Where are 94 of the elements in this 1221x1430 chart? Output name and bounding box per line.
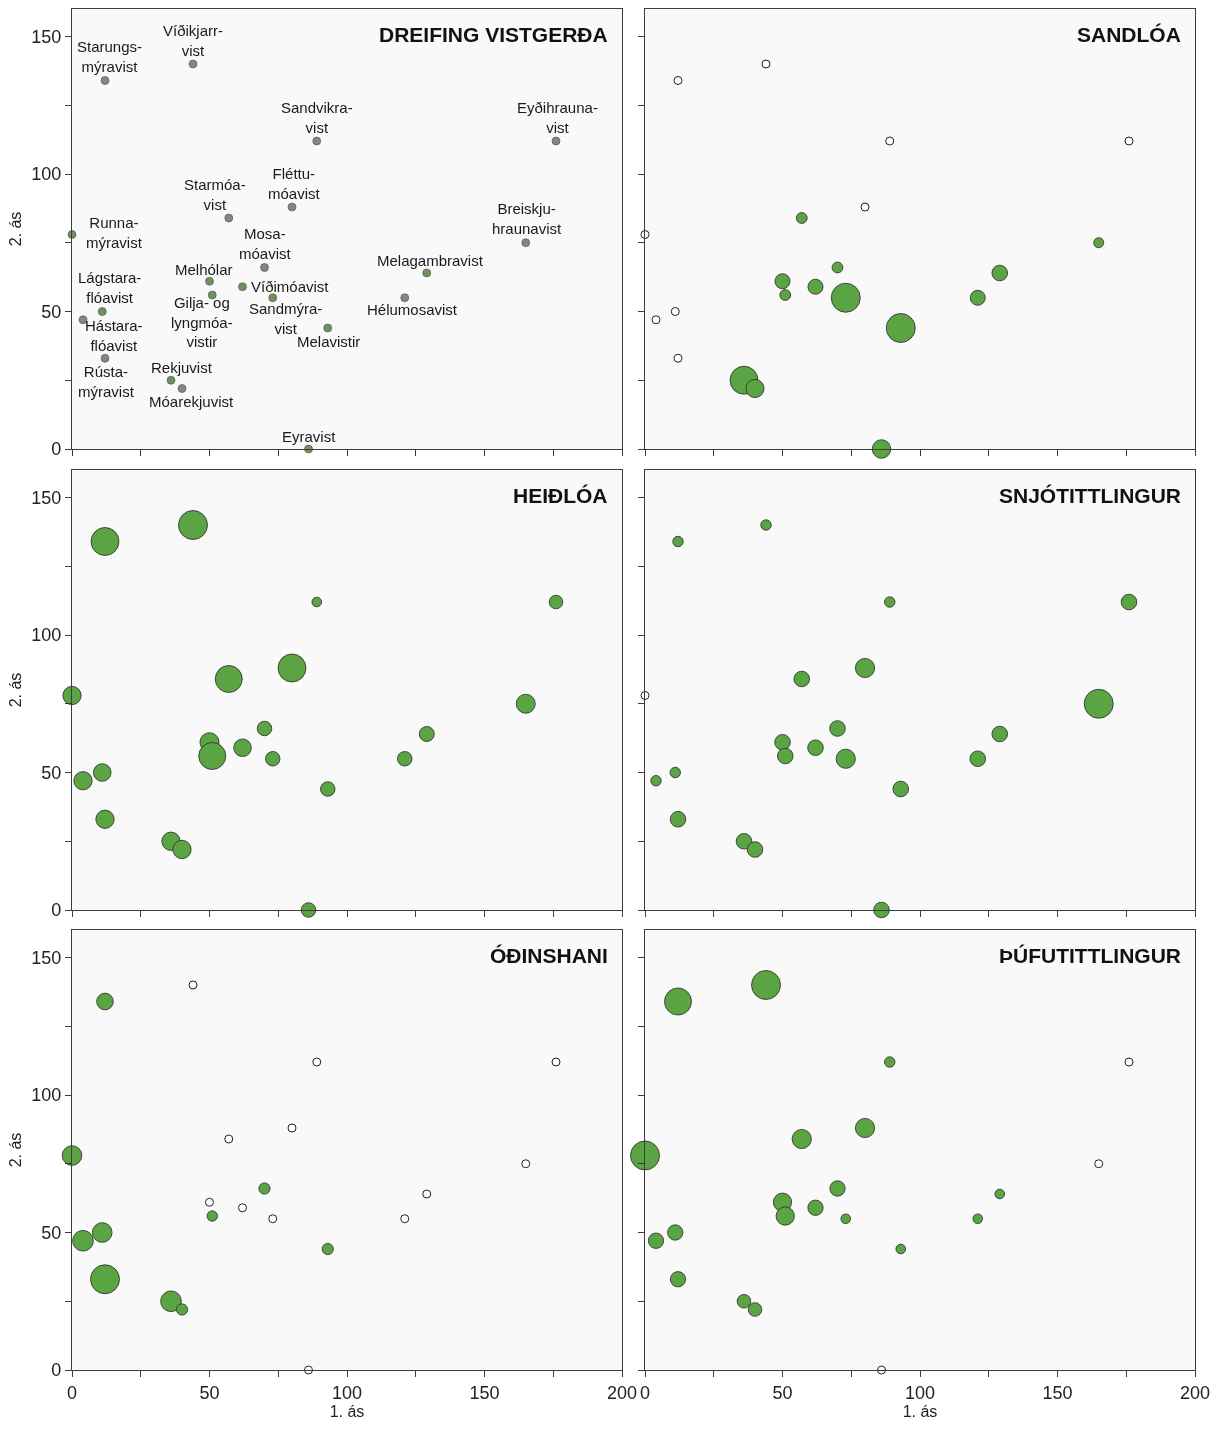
point	[422, 1189, 432, 1199]
y-tick-label: 100	[31, 1085, 62, 1106]
x-tick-label: 50	[772, 1382, 793, 1403]
point	[100, 353, 110, 363]
x-tick-label: 50	[199, 1382, 220, 1403]
y-tick-label: 0	[51, 900, 62, 921]
text: DREIFING VISTGERÐA	[379, 23, 608, 46]
point	[521, 238, 531, 248]
point	[100, 76, 110, 85]
point	[238, 282, 247, 292]
point	[78, 315, 88, 325]
annotation: Breiskju- hraunavist	[492, 200, 563, 237]
point	[312, 136, 322, 146]
annotation: Starmóa- vist	[184, 176, 246, 213]
point	[268, 293, 278, 303]
x-tick-label: 100	[904, 1382, 936, 1403]
text: SANDLÓA	[1077, 23, 1181, 46]
annotation: Rústa- mýravist	[78, 363, 135, 400]
y-tick-label: 150	[31, 26, 62, 47]
point	[287, 1123, 297, 1133]
point	[422, 268, 432, 278]
annotation: Móarekjuvist	[149, 393, 235, 410]
annotation: Mosa- móavist	[239, 225, 292, 262]
text: ÓÐINSHANI	[490, 944, 608, 967]
y-axis-title: 2. ás	[7, 211, 25, 247]
point	[551, 1057, 561, 1067]
point	[224, 1134, 234, 1144]
annotation: Melhólar	[175, 261, 233, 278]
point	[323, 323, 333, 333]
point	[224, 213, 234, 223]
point	[268, 1214, 278, 1224]
point	[551, 136, 561, 146]
point	[205, 1197, 214, 1207]
x-tick-label: 0	[66, 1382, 78, 1403]
x-axis-title: 1. ás	[329, 1402, 365, 1420]
point	[177, 384, 187, 393]
annotation: Runna- mýravist	[86, 214, 143, 251]
annotation: Sandvikra- vist	[281, 99, 353, 136]
point	[188, 59, 198, 69]
point	[287, 202, 297, 212]
point	[521, 1159, 531, 1169]
point	[400, 293, 410, 303]
y-tick-label: 0	[51, 439, 62, 460]
point	[860, 202, 870, 212]
y-tick-label: 150	[31, 947, 62, 968]
annotation: Víðikjarr- vist	[163, 22, 224, 59]
y-axis-title: 2. ás	[7, 672, 25, 708]
point	[238, 1203, 247, 1213]
point	[673, 353, 683, 363]
text: ÞÚFUTITTLINGUR	[999, 944, 1181, 967]
point	[205, 276, 214, 286]
point	[97, 307, 107, 316]
point	[400, 1214, 410, 1224]
annotation: Víðimóavist	[251, 278, 330, 295]
point	[651, 315, 661, 325]
point	[166, 375, 176, 385]
point	[673, 76, 683, 85]
point	[761, 59, 771, 69]
annotation: Eyravist	[282, 428, 337, 445]
annotation: Hástara- flóavist	[85, 317, 143, 354]
point	[312, 1057, 322, 1067]
y-tick-label: 50	[41, 301, 62, 322]
point	[188, 980, 198, 990]
y-tick-label: 50	[41, 1222, 62, 1243]
point	[304, 444, 313, 454]
x-tick-label: 100	[331, 1382, 363, 1403]
annotation: Melagambravist	[377, 252, 484, 269]
point	[670, 307, 680, 316]
annotation: Eyðihrauna- vist	[517, 99, 598, 136]
text: HEIÐLÓA	[513, 484, 608, 507]
point	[260, 263, 269, 272]
y-tick-label: 0	[51, 1360, 62, 1381]
y-tick-label: 100	[31, 625, 62, 646]
annotation: Rekjuvist	[151, 359, 213, 376]
x-tick-label: 150	[469, 1382, 500, 1403]
annotation: Fléttu- móavist	[268, 165, 321, 202]
point	[67, 230, 77, 239]
y-tick-label: 50	[41, 762, 62, 783]
annotation: Hélumosavist	[367, 301, 458, 318]
x-tick-label: 150	[1042, 1382, 1073, 1403]
y-axis-title: 2. ás	[7, 1132, 25, 1168]
point	[207, 290, 217, 300]
x-tick-label: 200	[606, 1382, 638, 1403]
annotation: Lágstara- flóavist	[78, 269, 142, 306]
point	[1124, 136, 1134, 146]
point	[885, 136, 895, 146]
annotation: Gilja- og lyngmóa- vistir	[171, 294, 233, 350]
y-tick-label: 150	[31, 487, 62, 508]
text: SNJÓTITTLINGUR	[999, 484, 1181, 507]
x-tick-label: 200	[1179, 1382, 1211, 1403]
annotation: Starungs- mýravist	[77, 38, 143, 75]
y-tick-label: 100	[31, 164, 62, 185]
x-axis-title: 1. ás	[902, 1402, 938, 1420]
x-tick-label: 0	[639, 1382, 651, 1403]
